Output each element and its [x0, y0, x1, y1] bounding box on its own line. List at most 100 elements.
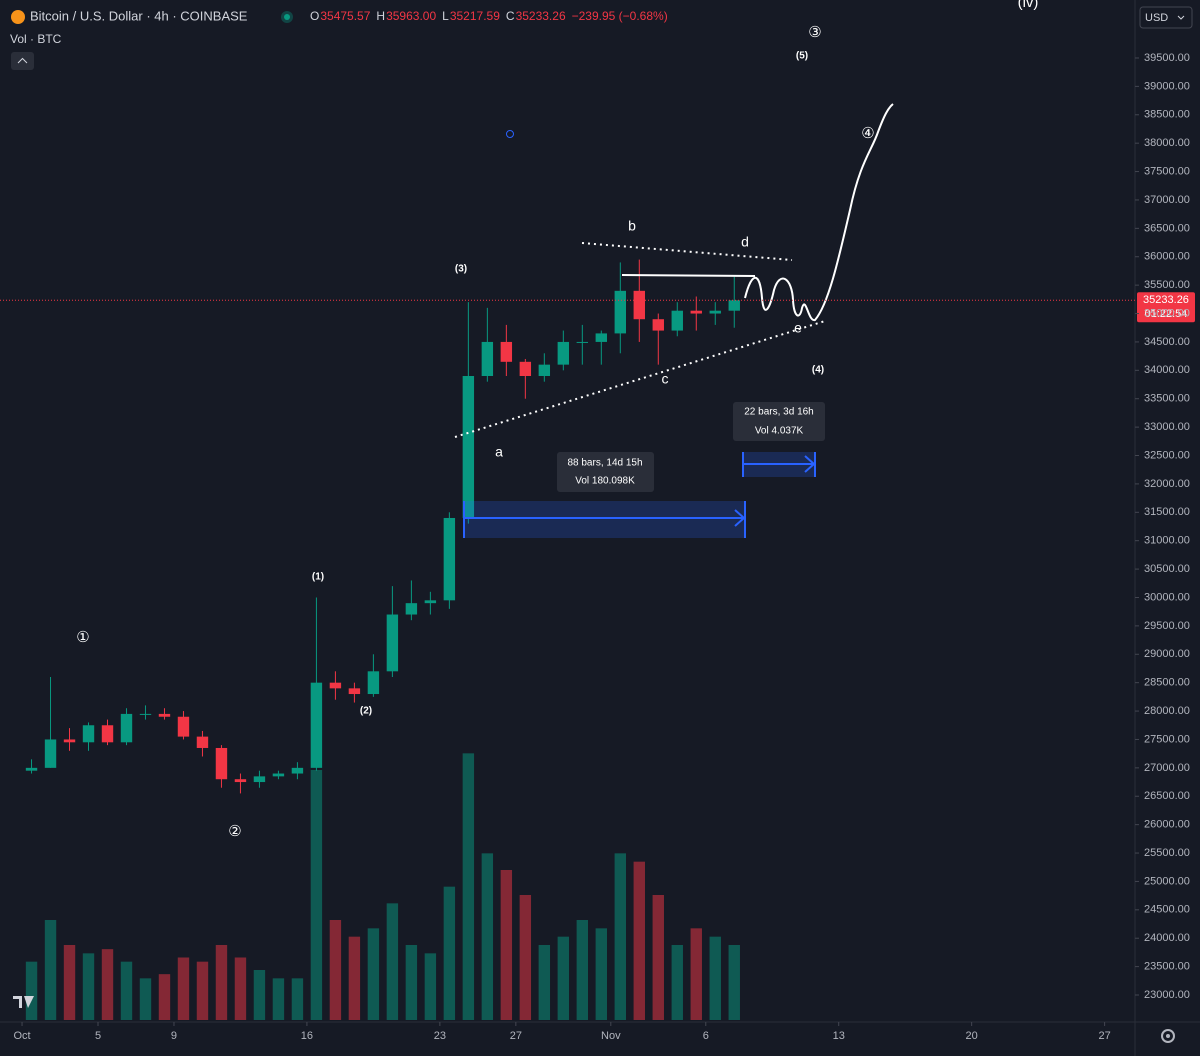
volume-bar [291, 978, 304, 1020]
candle-body [215, 747, 228, 780]
candle-body [519, 361, 532, 377]
candle-body [158, 713, 171, 717]
ohlc-key: H [376, 9, 385, 23]
candle-body [614, 290, 626, 334]
candle-body [576, 341, 589, 343]
candle-body [63, 739, 76, 743]
ohlc-value: 35963.00 [386, 9, 436, 23]
measure-bars: 88 bars, 14d 15h [567, 458, 642, 469]
volume-bar [500, 870, 513, 1020]
symbol-icon [11, 10, 25, 24]
candle-body [120, 713, 133, 743]
candle-body [538, 364, 551, 377]
volume-bar [633, 861, 645, 1020]
measure-arrow [464, 509, 746, 527]
wave-label: d [741, 234, 749, 250]
volume-layer [25, 753, 740, 1020]
y-tick-label: 39000.00 [1144, 80, 1190, 92]
volume-bar [63, 945, 76, 1020]
wave-label: b [628, 218, 636, 234]
volume-bar [614, 853, 626, 1020]
wave-label: a [495, 444, 503, 460]
x-tick-label: 27 [510, 1030, 522, 1042]
volume-bar [709, 936, 721, 1020]
price-label [1137, 292, 1195, 323]
volume-bar [158, 974, 171, 1020]
measure-tooltip [557, 452, 654, 492]
measure-vol: Vol 180.098K [575, 476, 635, 487]
candle-body [196, 736, 209, 748]
candle-body [595, 333, 608, 342]
wave-label: (3) [455, 264, 467, 275]
candle-body [443, 517, 456, 601]
candle-layer [25, 259, 740, 794]
y-tick-label: 28500.00 [1144, 677, 1190, 689]
x-tick-label: 27 [1098, 1030, 1110, 1042]
currency: USD [1145, 12, 1168, 24]
y-tick-label: 32500.00 [1144, 449, 1190, 461]
price-label-text: 35233.26 [1143, 294, 1189, 306]
ohlc-key: O [310, 9, 319, 23]
resistance-line [621, 274, 756, 277]
candle-body [253, 776, 266, 783]
volume-bar [196, 961, 209, 1020]
ohlc-value: 35217.59 [450, 9, 500, 23]
ohlc-key: L [442, 9, 449, 23]
volume-bar [177, 957, 190, 1020]
x-tick-label: 20 [966, 1030, 978, 1042]
y-tick-label: 31000.00 [1144, 535, 1190, 547]
y-tick-label: 39500.00 [1144, 52, 1190, 64]
y-tick-label: 35000.00 [1144, 307, 1190, 319]
volume-bar [424, 953, 437, 1020]
status-dot [284, 14, 290, 20]
candle-body [234, 779, 247, 783]
y-tick-label: 24000.00 [1144, 932, 1190, 944]
y-tick-label: 28000.00 [1144, 705, 1190, 717]
candle-body [424, 600, 437, 604]
y-tick-label: 34500.00 [1144, 336, 1190, 348]
y-tick-label: 30000.00 [1144, 591, 1190, 603]
candle-body [500, 341, 513, 362]
trend-line [454, 320, 826, 438]
candle-body [709, 310, 721, 314]
x-tick-label: 23 [434, 1030, 446, 1042]
candle-body [671, 310, 683, 331]
candle-body [633, 290, 645, 320]
y-tick-label: 25000.00 [1144, 875, 1190, 887]
candle-body [405, 603, 418, 615]
volume-bar [272, 978, 285, 1020]
y-tick-label: 36000.00 [1144, 251, 1190, 263]
y-tick-label: 37500.00 [1144, 165, 1190, 177]
wave-label: (1) [312, 572, 324, 583]
volume-bar [101, 949, 114, 1020]
y-tick-label: 33000.00 [1144, 421, 1190, 433]
projection-path [744, 103, 894, 321]
settings-icon[interactable] [1161, 1029, 1175, 1043]
x-tick-label: 16 [301, 1030, 313, 1042]
y-tick-label: 26500.00 [1144, 790, 1190, 802]
volume-bar [348, 936, 361, 1020]
y-tick-label: 36500.00 [1144, 222, 1190, 234]
y-tick-label: 27500.00 [1144, 733, 1190, 745]
candle-body [82, 725, 95, 743]
x-tick-label: 9 [171, 1030, 177, 1042]
candle-body [728, 300, 740, 311]
volume-bar [728, 945, 740, 1020]
currency-button[interactable] [1139, 6, 1193, 29]
chart-title: Bitcoin / U.S. Dollar · 4h · COINBASE [30, 8, 248, 23]
ohlc-value: 35475.57 [320, 9, 370, 23]
wave-label: ④ [861, 125, 874, 142]
collapse-button[interactable] [11, 52, 34, 70]
volume-bar [462, 753, 475, 1020]
settings-icon [1166, 1034, 1170, 1038]
candle-body [291, 767, 304, 774]
volume-bar [215, 945, 228, 1020]
y-tick-label: 24500.00 [1144, 904, 1190, 916]
y-tick-label: 29500.00 [1144, 620, 1190, 632]
ohlc-header: O 35475.57 H 35963.00 L 35217.59 C 35233.26 −239… [310, 9, 668, 23]
volume-bar [690, 928, 702, 1020]
volume-bar [405, 945, 418, 1020]
candle-body [652, 319, 664, 331]
y-tick-label: 25500.00 [1144, 847, 1190, 859]
